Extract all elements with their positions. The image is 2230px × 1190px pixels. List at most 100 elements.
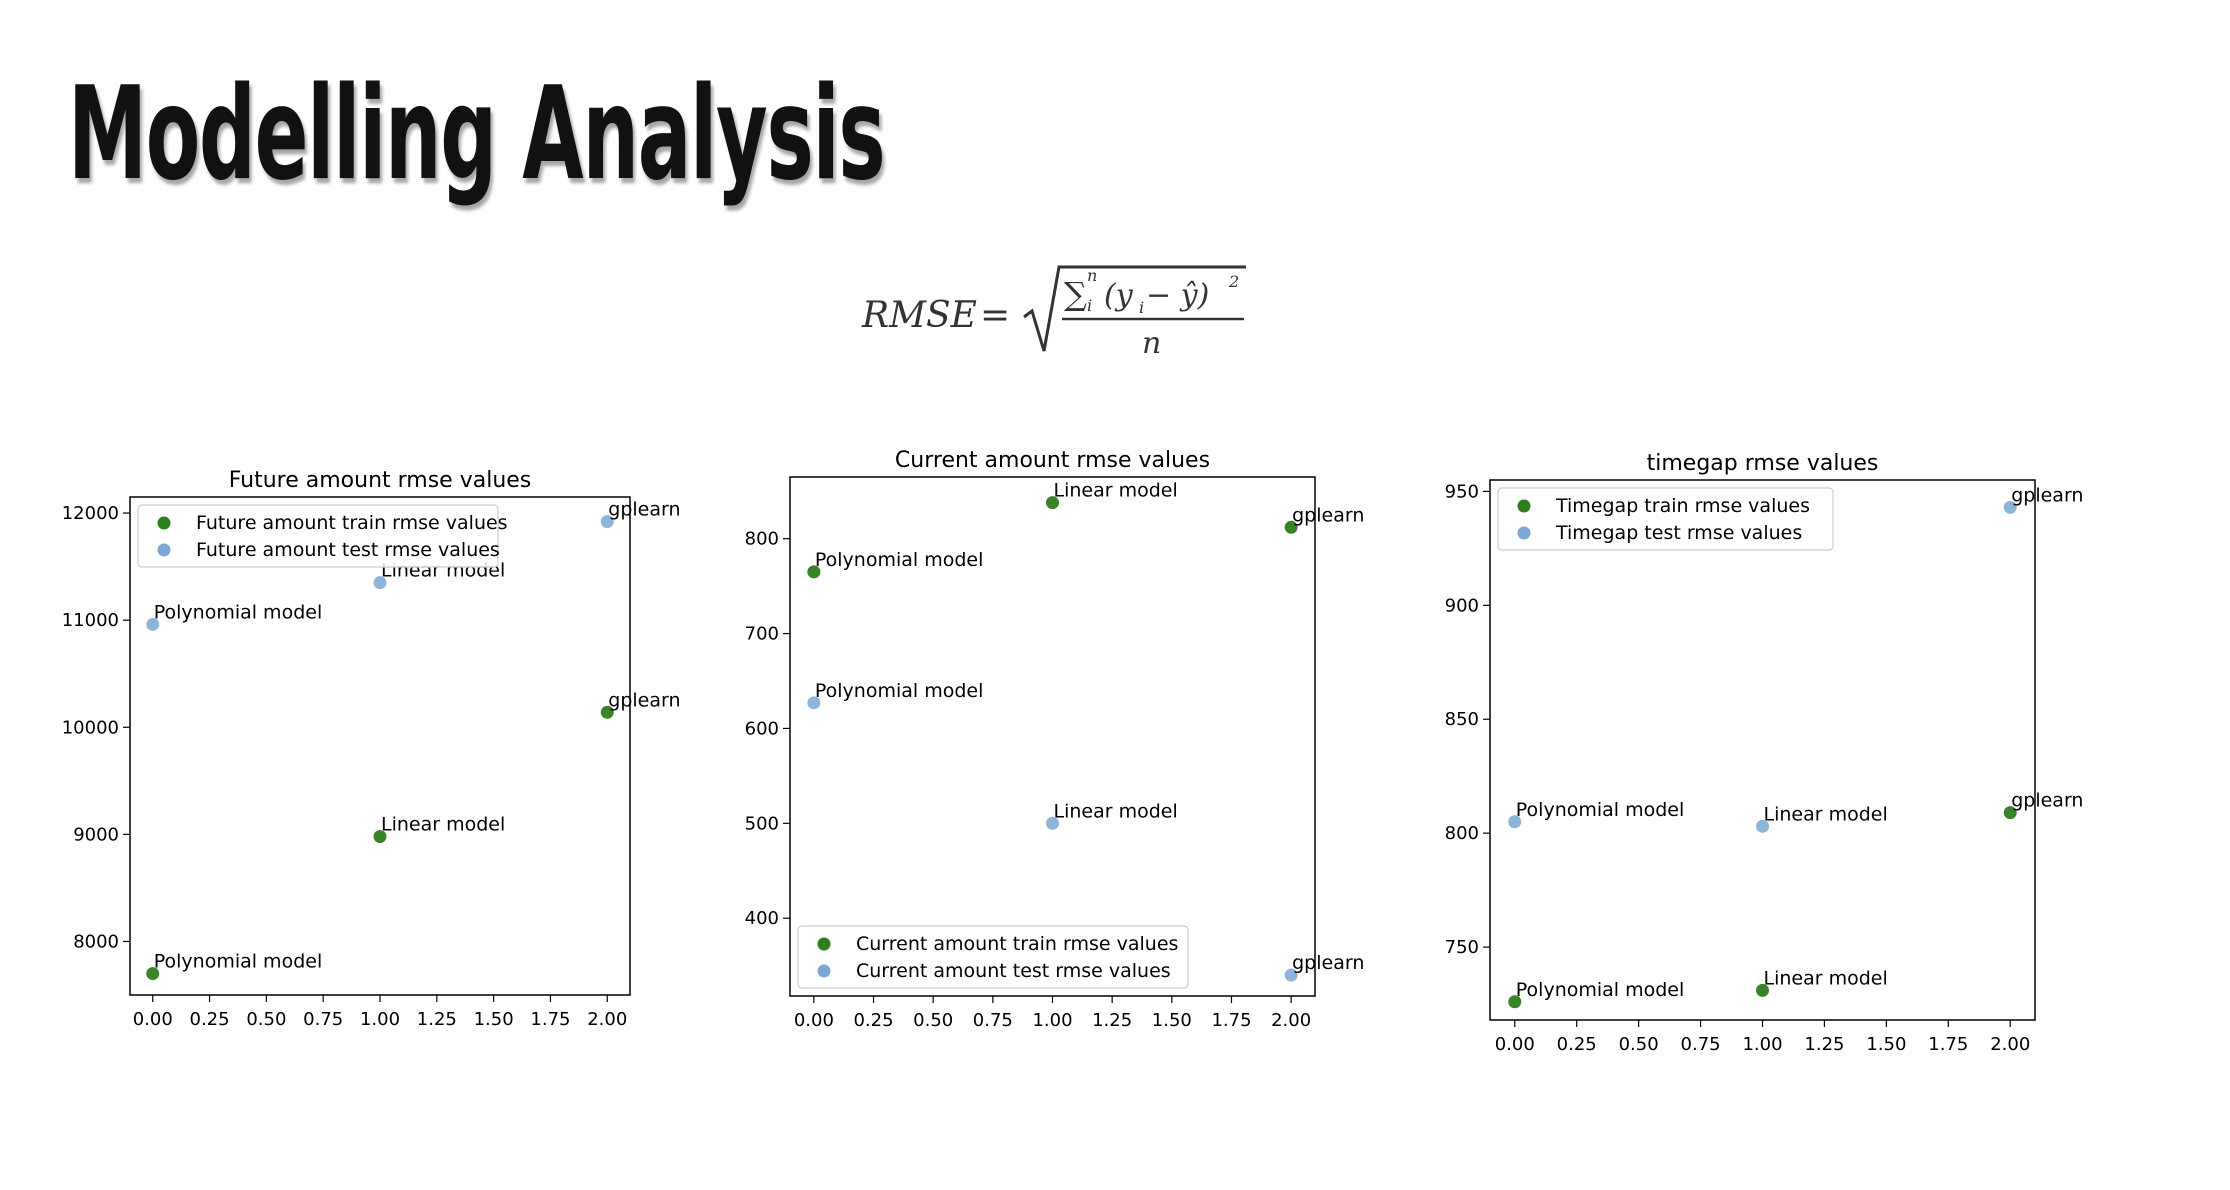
- test-point: [1756, 819, 1769, 833]
- y-tick-label: 900: [1445, 595, 1479, 616]
- point-annotation: Polynomial model: [154, 951, 323, 973]
- timegap-chart: timegap rmse values 0.00 0.25 0.50 0.75 1.00 1…: [1445, 451, 2084, 1055]
- x-tick-label: 1.25: [417, 1009, 457, 1030]
- formula-sqrt-sign: [1023, 265, 1246, 352]
- test-point: [600, 515, 614, 529]
- point-annotation: Linear model: [1054, 480, 1178, 502]
- legend-train-marker: [1517, 499, 1531, 513]
- formula-denominator: n: [1142, 326, 1161, 361]
- point-annotation: Linear model: [1764, 967, 1888, 989]
- test-point: [1284, 968, 1298, 982]
- legend-train-marker: [157, 516, 171, 530]
- formula-equals: =: [980, 295, 1010, 336]
- legend: Timegap train rmse values Timegap test rm…: [1497, 487, 1834, 551]
- formula-numerator-rest: − ŷ): [1146, 278, 1209, 313]
- x-tick-label: 2.00: [1271, 1010, 1311, 1031]
- formula-sum-sub: i: [1087, 296, 1092, 315]
- x-tick-label: 1.75: [530, 1009, 570, 1030]
- y-tick-label: 8000: [73, 931, 119, 952]
- legend-test-marker: [817, 964, 831, 978]
- x-tick-label: 0.25: [190, 1009, 230, 1030]
- y-tick-label: 500: [745, 813, 779, 834]
- point-annotation: Polynomial model: [1516, 979, 1685, 1001]
- legend-label: Current amount train rmse values: [856, 933, 1178, 955]
- x-tick-label: 0.50: [246, 1009, 286, 1030]
- point-annotation: gplearn: [1292, 504, 1364, 526]
- x-tick-label: 0.50: [913, 1010, 953, 1031]
- train-point: [373, 829, 387, 843]
- formula-sum: ∑: [1064, 275, 1087, 313]
- legend-box: [797, 925, 1189, 989]
- x-tick-label: 1.25: [1092, 1010, 1132, 1031]
- x-tick-label: 0.25: [853, 1010, 893, 1031]
- point-annotation: gplearn: [1292, 952, 1364, 974]
- legend-label: Current amount test rmse values: [856, 960, 1171, 982]
- legend: Future amount train rmse values Future am…: [137, 504, 508, 568]
- point-annotation: Polynomial model: [1516, 799, 1685, 821]
- point-annotation: Polynomial model: [154, 601, 323, 623]
- test-point: [373, 576, 387, 590]
- x-tick-label: 2.00: [1990, 1034, 2030, 1055]
- legend-train-marker: [817, 937, 831, 951]
- point-annotation: Linear model: [1764, 803, 1888, 825]
- formula-numerator-body: (y: [1104, 278, 1134, 313]
- formula-numerator-sub: i: [1139, 298, 1144, 317]
- legend: Current amount train rmse values Current …: [797, 925, 1189, 989]
- y-tick-label: 750: [1445, 937, 1479, 958]
- test-point: [2003, 500, 2017, 514]
- x-tick-label: 0.75: [303, 1009, 343, 1030]
- point-annotation: gplearn: [608, 499, 680, 521]
- train-point: [600, 705, 614, 719]
- x-tick-label: 0.75: [973, 1010, 1013, 1031]
- train-point: [146, 967, 160, 981]
- test-point: [807, 696, 821, 710]
- y-tick-label: 600: [745, 718, 779, 739]
- rmse-formula: RMSE = ∑ n i (y i − ŷ) 2 n: [861, 265, 1246, 361]
- legend-label: Timegap train rmse values: [1555, 495, 1810, 517]
- legend-label: Timegap test rmse values: [1555, 522, 1802, 544]
- y-tick-label: 950: [1445, 481, 1479, 502]
- y-tick-label: 12000: [62, 503, 119, 524]
- x-tick-label: 1.75: [1928, 1034, 1968, 1055]
- point-annotation: Linear model: [381, 813, 505, 835]
- train-point: [2003, 806, 2017, 820]
- x-tick-label: 1.50: [1152, 1010, 1192, 1031]
- point-annotation: gplearn: [608, 689, 680, 711]
- point-annotation: gplearn: [2011, 484, 2083, 506]
- legend-test-marker: [157, 543, 171, 557]
- slide-title: Modelling Analysis: [68, 60, 886, 209]
- formula-lhs: RMSE: [861, 295, 977, 336]
- x-tick-label: 0.00: [1495, 1034, 1535, 1055]
- test-point: [1046, 816, 1059, 830]
- formula-sum-sup: n: [1087, 266, 1097, 285]
- formula-power: 2: [1228, 272, 1239, 291]
- train-point: [1756, 983, 1769, 997]
- plot-frame: [1489, 479, 2036, 1021]
- x-tick-label: 0.50: [1619, 1034, 1659, 1055]
- y-tick-label: 850: [1445, 709, 1479, 730]
- x-tick-label: 2.00: [587, 1009, 627, 1030]
- x-tick-label: 1.25: [1804, 1034, 1844, 1055]
- x-tick-label: 1.00: [1742, 1034, 1782, 1055]
- y-tick-label: 800: [745, 529, 779, 550]
- train-point: [1046, 496, 1059, 510]
- x-tick-label: 1.50: [1866, 1034, 1906, 1055]
- test-point: [146, 617, 160, 631]
- chart-title: Future amount rmse values: [229, 468, 532, 493]
- point-annotation: Polynomial model: [815, 680, 984, 702]
- y-tick-label: 400: [745, 908, 779, 929]
- x-tick-label: 0.25: [1557, 1034, 1597, 1055]
- future-amount-chart: Future amount rmse values 0.00 0.25 0.50 0.7…: [62, 468, 681, 1030]
- y-tick-label: 800: [1445, 823, 1479, 844]
- legend-label: Future amount test rmse values: [196, 539, 500, 561]
- y-tick-label: 10000: [62, 717, 119, 738]
- legend-box: [1497, 487, 1834, 551]
- current-amount-chart: Current amount rmse values 0.00 0.25 0.50 0.…: [745, 448, 1365, 1031]
- point-annotation: Linear model: [1054, 800, 1178, 822]
- y-tick-label: 11000: [62, 610, 119, 631]
- x-tick-label: 1.50: [474, 1009, 514, 1030]
- point-annotation: Polynomial model: [815, 549, 984, 571]
- x-tick-label: 1.00: [1032, 1010, 1072, 1031]
- legend-box: [137, 504, 499, 568]
- x-tick-label: 0.75: [1681, 1034, 1721, 1055]
